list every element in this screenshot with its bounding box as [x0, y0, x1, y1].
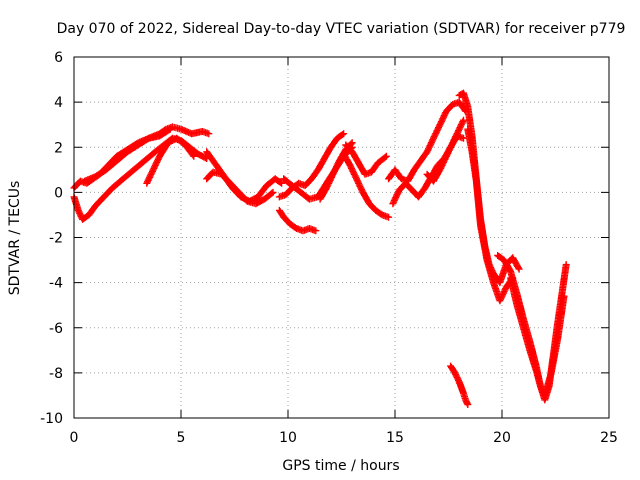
series-arc-20	[447, 362, 472, 408]
y-tick-label: 0	[54, 185, 63, 201]
data-points	[342, 141, 390, 178]
y-tick-label: 6	[54, 50, 63, 66]
data-layer	[70, 89, 570, 408]
y-tick-label: -6	[49, 321, 63, 337]
x-axis-label: GPS time / hours	[282, 458, 399, 474]
data-points	[507, 274, 568, 399]
y-axis-label: SDTVAR / TECUs	[7, 181, 23, 296]
data-points	[143, 134, 198, 187]
data-points	[275, 206, 320, 235]
series-arc-13	[385, 98, 470, 185]
series-arc-11	[340, 150, 393, 221]
y-tick-label: -10	[40, 411, 63, 427]
y-tick-label: -8	[49, 366, 63, 382]
y-tick-label: -4	[49, 276, 63, 292]
series-arc-4	[143, 134, 198, 187]
series-arc-15	[423, 116, 467, 185]
series-arc-19	[507, 274, 568, 399]
series-arc-17	[464, 125, 517, 305]
data-points	[464, 125, 517, 305]
series-arc-6	[203, 168, 277, 208]
x-tick-label: 5	[177, 430, 186, 446]
series-arc-12	[342, 141, 390, 178]
chart-title: Day 070 of 2022, Sidereal Day-to-day VTE…	[57, 21, 626, 37]
series-arc-3	[81, 125, 174, 185]
grid-layer	[74, 57, 609, 418]
x-tick-label: 0	[70, 430, 79, 446]
series-arc-8	[275, 206, 320, 235]
x-tick-label: 15	[386, 430, 404, 446]
data-points	[340, 150, 393, 221]
data-points	[423, 116, 467, 185]
tick-layer: -10 -8 -6 -4 -2 0 2 4 6 0 5 10 15 20 25	[40, 50, 618, 446]
y-tick-label: -2	[49, 231, 63, 247]
x-tick-label: 25	[600, 430, 618, 446]
data-points	[447, 362, 472, 408]
data-points	[203, 168, 277, 208]
y-tick-label: 2	[54, 140, 63, 156]
x-tick-label: 10	[279, 430, 297, 446]
data-points	[385, 98, 470, 185]
x-tick-label: 20	[493, 430, 511, 446]
y-tick-label: 4	[54, 95, 63, 111]
data-points	[81, 125, 174, 185]
